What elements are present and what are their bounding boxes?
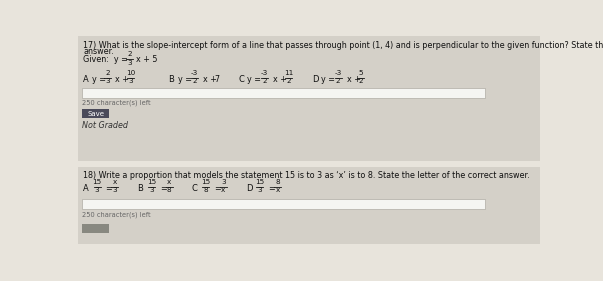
Text: C: C [192, 184, 198, 193]
Text: x +: x + [115, 74, 129, 83]
Text: 2: 2 [262, 78, 267, 84]
Text: y =: y = [247, 74, 262, 83]
Text: x: x [113, 179, 117, 185]
Text: C: C [238, 74, 244, 83]
Text: 18) Write a proportion that models the statement 15 is to 3 as ‘x’ is to 8. Stat: 18) Write a proportion that models the s… [83, 171, 530, 180]
Text: 3: 3 [113, 187, 117, 193]
Text: x + 5: x + 5 [136, 55, 157, 64]
Text: Not Graded: Not Graded [81, 121, 128, 130]
Text: 3: 3 [149, 187, 154, 193]
Text: B: B [168, 74, 174, 83]
FancyBboxPatch shape [78, 36, 540, 161]
Text: =: = [214, 184, 221, 193]
Text: -3: -3 [335, 70, 342, 76]
Text: 5: 5 [358, 70, 363, 76]
Text: 8: 8 [276, 179, 280, 185]
Text: B: B [137, 184, 144, 193]
Text: 2: 2 [192, 78, 197, 84]
Text: x: x [221, 187, 226, 193]
Text: 3: 3 [106, 78, 110, 84]
Text: 11: 11 [284, 70, 293, 76]
Text: 3: 3 [257, 187, 262, 193]
Text: x +: x + [347, 74, 361, 83]
Text: Given:  y =: Given: y = [83, 55, 128, 64]
Text: D: D [312, 74, 318, 83]
Text: -3: -3 [191, 70, 198, 76]
Text: 250 character(s) left: 250 character(s) left [81, 100, 150, 106]
Text: A: A [83, 184, 89, 193]
Text: y =: y = [321, 74, 335, 83]
Text: 2: 2 [106, 70, 110, 76]
Text: 7: 7 [214, 74, 219, 83]
Text: 2: 2 [336, 78, 341, 84]
Text: 10: 10 [126, 70, 135, 76]
Text: 3: 3 [127, 60, 132, 65]
Text: 3: 3 [221, 179, 226, 185]
FancyBboxPatch shape [81, 199, 485, 209]
Text: =: = [268, 184, 275, 193]
Text: x +: x + [273, 74, 287, 83]
Text: D: D [246, 184, 253, 193]
Text: 8: 8 [167, 187, 171, 193]
FancyBboxPatch shape [81, 88, 485, 98]
Text: y =: y = [178, 74, 192, 83]
FancyBboxPatch shape [81, 109, 110, 118]
FancyBboxPatch shape [81, 224, 110, 233]
Text: =: = [106, 184, 112, 193]
Text: -3: -3 [261, 70, 268, 76]
Text: y =: y = [92, 74, 106, 83]
Text: answer.: answer. [83, 47, 114, 56]
Text: 2: 2 [286, 78, 291, 84]
Text: 15: 15 [92, 179, 102, 185]
Text: 2: 2 [358, 78, 363, 84]
Text: 15: 15 [255, 179, 265, 185]
Text: =: = [160, 184, 166, 193]
FancyBboxPatch shape [78, 167, 540, 244]
Text: 15: 15 [201, 179, 210, 185]
Text: A: A [83, 74, 89, 83]
Text: 17) What is the slope-intercept form of a line that passes through point (1, 4) : 17) What is the slope-intercept form of … [83, 41, 603, 50]
Text: 3: 3 [128, 78, 133, 84]
Text: x: x [167, 179, 171, 185]
Text: Save: Save [87, 111, 104, 117]
Text: 250 character(s) left: 250 character(s) left [81, 212, 150, 218]
Text: 3: 3 [95, 187, 99, 193]
Text: 2: 2 [127, 51, 132, 57]
Text: x: x [276, 187, 280, 193]
Text: 15: 15 [147, 179, 156, 185]
Text: x +: x + [203, 74, 217, 83]
Text: 8: 8 [203, 187, 208, 193]
